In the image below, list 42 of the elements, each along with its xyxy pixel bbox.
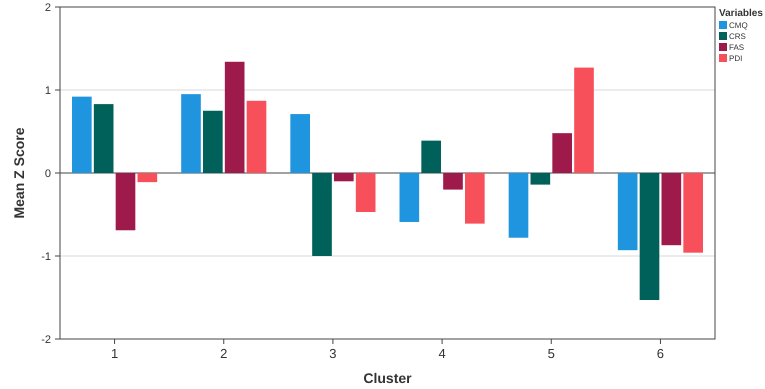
y-tick-label: 1 [44, 84, 51, 97]
bar [508, 173, 528, 238]
bar [640, 173, 660, 300]
bar [465, 173, 485, 224]
bar [618, 173, 638, 250]
bar [530, 173, 550, 185]
bar [290, 114, 310, 173]
x-axis-title: Cluster [363, 370, 412, 386]
x-tick-label: 6 [656, 346, 664, 361]
y-tick-label: -1 [41, 250, 51, 263]
legend-label: FAS [729, 43, 744, 52]
bar [400, 173, 420, 222]
x-tick-label: 4 [438, 346, 446, 361]
legend-label: CMQ [729, 21, 748, 30]
legend-label: CRS [729, 32, 746, 41]
bar [203, 110, 223, 173]
bar [662, 173, 682, 246]
x-tick-label: 3 [329, 346, 337, 361]
y-axis-title: Mean Z Score [11, 127, 27, 219]
bar [224, 62, 244, 173]
bar [181, 94, 201, 173]
bar [138, 173, 158, 182]
legend-label: PDI [729, 54, 742, 63]
bar [356, 173, 376, 212]
bar [421, 140, 441, 173]
bar [683, 173, 703, 253]
bar [574, 68, 594, 173]
x-tick-label: 2 [220, 346, 228, 361]
bar [552, 133, 572, 173]
bar [443, 173, 463, 190]
bar [312, 173, 332, 256]
bar [94, 104, 114, 173]
x-tick-label: 1 [110, 346, 118, 361]
y-tick-label: 0 [44, 168, 51, 180]
legend-title: Variables [719, 8, 764, 19]
bar [334, 173, 354, 182]
x-tick-label: 5 [548, 346, 555, 361]
y-tick-label: 2 [44, 2, 51, 14]
y-tick-label: -2 [41, 334, 51, 346]
bar [116, 173, 136, 230]
bar [246, 100, 266, 173]
bar [72, 96, 92, 173]
